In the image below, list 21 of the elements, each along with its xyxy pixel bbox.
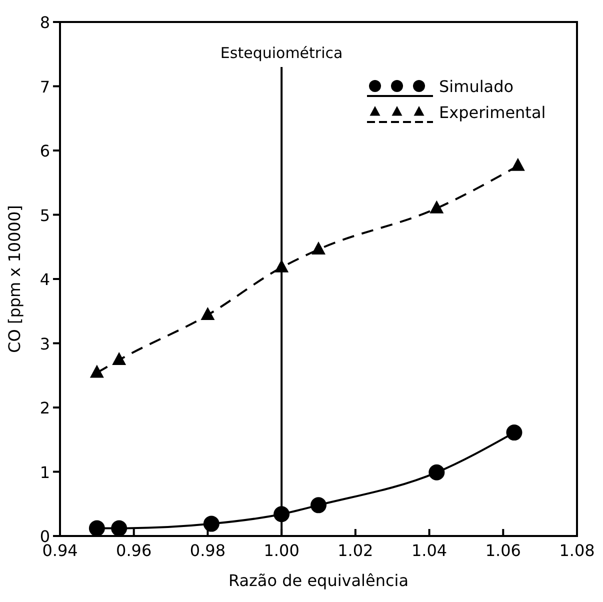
y-axis-title: CO [ppm x 10000] <box>5 205 24 353</box>
x-tick-label: 1.00 <box>264 541 300 560</box>
x-tick-label: 1.06 <box>485 541 521 560</box>
y-tick-label: 6 <box>40 142 50 160</box>
legend-label: Simulado <box>439 77 514 96</box>
x-tick-label: 0.96 <box>116 541 152 560</box>
y-tick-label: 2 <box>40 398 50 418</box>
y-tick-label: 4 <box>40 270 50 289</box>
y-tick-label: 8 <box>40 13 50 32</box>
x-tick-label: 0.94 <box>42 541 78 560</box>
ref-line-label: Estequiométrica <box>220 44 343 62</box>
x-tick-label: 0.98 <box>190 541 226 560</box>
legend-label: Experimental <box>439 103 546 122</box>
y-tick-label: 5 <box>40 206 50 225</box>
y-tick-label: 3 <box>40 334 50 354</box>
x-tick-label: 1.02 <box>338 541 374 560</box>
x-tick-label: 1.04 <box>411 541 448 560</box>
y-tick-label: 7 <box>40 77 50 96</box>
y-tick-label: 1 <box>40 462 50 482</box>
x-tick-label: 1.08 <box>559 541 595 560</box>
x-axis-title: Razão de equivalência <box>228 571 409 590</box>
